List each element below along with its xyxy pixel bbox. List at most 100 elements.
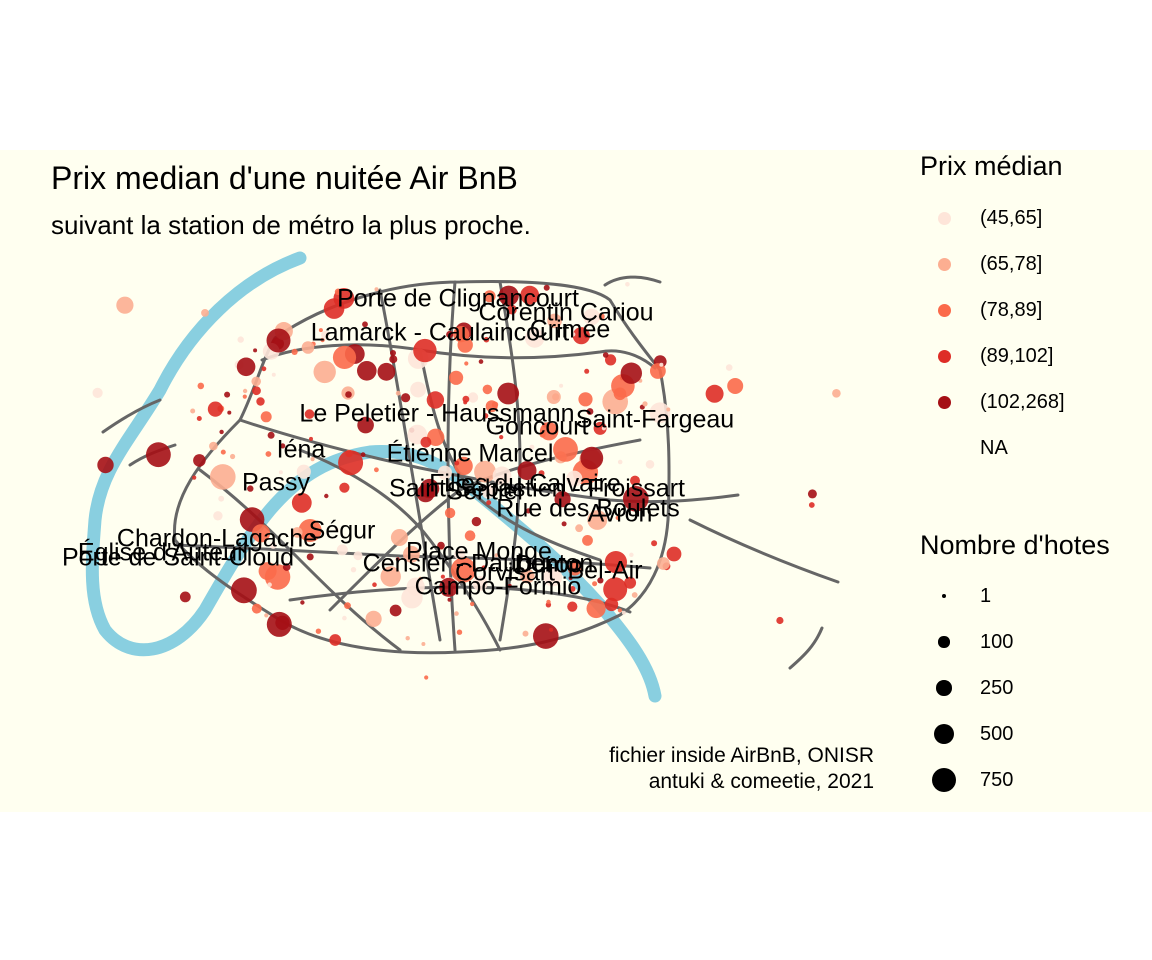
station-point xyxy=(725,364,733,371)
station-point xyxy=(567,601,578,612)
station-point xyxy=(666,546,682,562)
station-point xyxy=(440,574,445,579)
station-point xyxy=(413,338,437,363)
station-point xyxy=(604,551,628,574)
station-point xyxy=(464,361,469,366)
station-label: Campo-Formio xyxy=(415,573,582,601)
station-point xyxy=(832,389,841,398)
station-point xyxy=(296,464,311,479)
station-label: Filles du Calvaire xyxy=(429,470,621,498)
caption-credits: antuki & comeetie, 2021 xyxy=(648,770,874,793)
hosts-legend-title: Nombre d'hotes xyxy=(920,530,1110,560)
station-point xyxy=(522,630,529,637)
station-point xyxy=(651,540,658,547)
station-point xyxy=(427,428,445,446)
station-point xyxy=(213,511,223,521)
station-point xyxy=(604,597,619,612)
station-point xyxy=(357,416,374,434)
station-point xyxy=(252,386,261,396)
station-point xyxy=(406,577,425,596)
station-point xyxy=(291,348,298,355)
station-point xyxy=(602,352,609,358)
price-legend-key xyxy=(928,386,960,418)
hosts-legend-key xyxy=(928,764,960,796)
station-point xyxy=(491,401,499,408)
station-point xyxy=(657,557,670,570)
price-legend-item: (45,65] xyxy=(928,198,1042,238)
station-point xyxy=(566,470,583,487)
hosts-legend-label: 1 xyxy=(980,584,992,607)
map-panel: Porte de Clignancourt Corentin Cariou Crim… xyxy=(0,150,1152,812)
station-point xyxy=(264,613,269,618)
station-point xyxy=(474,460,496,483)
station-point xyxy=(617,608,623,613)
price-legend-item: (89,102] xyxy=(928,336,1053,376)
station-label: Porte de Saint-Cloud xyxy=(62,544,294,572)
station-point xyxy=(625,282,630,287)
station-point xyxy=(467,392,479,403)
station-point xyxy=(446,330,454,339)
station-point xyxy=(482,413,489,419)
station-label: Sentier xyxy=(446,478,525,506)
station-label: Goncourt xyxy=(486,413,589,441)
station-point xyxy=(586,408,594,415)
station-point xyxy=(482,384,493,395)
hosts-legend-item: 250 xyxy=(928,668,1013,708)
station-point xyxy=(569,586,576,592)
station-point xyxy=(230,453,236,460)
station-point xyxy=(615,515,620,521)
station-point xyxy=(553,437,578,462)
station-point xyxy=(193,454,206,467)
price-legend-label: NA xyxy=(980,436,1008,459)
station-point xyxy=(336,544,348,556)
hosts-legend-item: 100 xyxy=(928,622,1013,662)
station-point xyxy=(304,409,315,419)
station-point xyxy=(324,493,329,499)
station-point xyxy=(260,411,272,423)
station-point xyxy=(567,561,582,576)
station-point xyxy=(342,615,347,621)
station-point xyxy=(597,577,604,584)
station-point xyxy=(447,597,452,602)
station-point xyxy=(454,456,473,476)
station-point xyxy=(538,470,545,477)
price-legend-title: Prix médian xyxy=(920,151,1063,181)
station-point xyxy=(256,397,265,406)
station-point xyxy=(334,527,339,532)
station-label: Iéna xyxy=(277,436,326,464)
station-point xyxy=(301,341,315,354)
station-points xyxy=(92,282,841,680)
station-point xyxy=(529,444,535,450)
station-point xyxy=(539,431,546,438)
station-point xyxy=(405,636,410,641)
station-point xyxy=(313,360,336,384)
station-point xyxy=(309,436,313,441)
station-point xyxy=(338,450,364,476)
station-point xyxy=(470,601,475,607)
station-point xyxy=(380,566,401,587)
station-point xyxy=(196,416,202,421)
station-point xyxy=(227,410,232,415)
station-point xyxy=(705,384,724,403)
station-point xyxy=(463,400,468,405)
station-point xyxy=(568,576,573,581)
station-point xyxy=(525,328,545,348)
station-point xyxy=(592,581,598,587)
station-point xyxy=(620,362,642,384)
station-point xyxy=(247,485,254,492)
station-point xyxy=(224,391,231,398)
station-point xyxy=(350,567,357,573)
price-legend-label: (102,268] xyxy=(980,390,1065,413)
station-point xyxy=(207,401,223,417)
station-point xyxy=(507,583,512,588)
station-point xyxy=(420,436,432,448)
price-legend-key xyxy=(928,340,960,372)
station-point xyxy=(492,466,512,486)
price-legend-label: (65,78] xyxy=(980,252,1043,275)
station-point xyxy=(472,576,488,591)
station-point xyxy=(439,577,459,597)
station-point xyxy=(197,382,205,390)
station-point xyxy=(390,529,408,546)
map-title: Prix median d'une nuitée Air BnB xyxy=(51,160,518,196)
station-point xyxy=(242,394,247,399)
